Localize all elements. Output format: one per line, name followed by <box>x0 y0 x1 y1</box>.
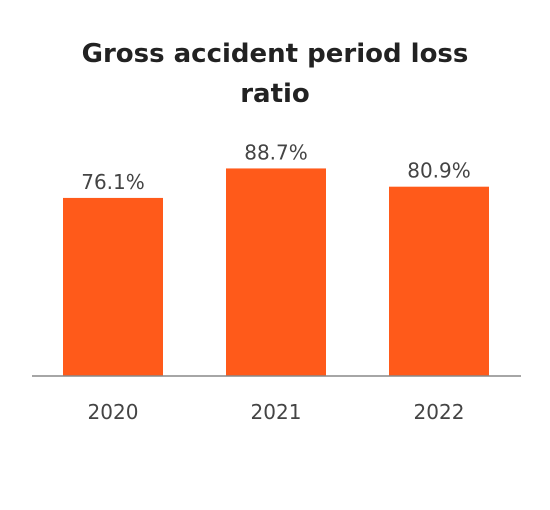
x-tick-label-2020: 2020 <box>88 400 139 424</box>
bar-2021 <box>226 168 326 376</box>
bar-value-label-2022: 80.9% <box>407 159 471 183</box>
bar-2020 <box>63 197 163 376</box>
chart-title-line-2: ratio <box>240 79 310 109</box>
bar-value-label-2021: 88.7% <box>244 140 308 164</box>
bar-value-label-2020: 76.1% <box>81 170 145 194</box>
x-tick-label-2022: 2022 <box>414 400 465 424</box>
chart-title: Gross accident period loss ratio <box>0 34 550 114</box>
bar-2022 <box>389 186 489 376</box>
bars-group <box>63 168 489 376</box>
chart-title-line-1: Gross accident period loss <box>81 39 469 69</box>
value-labels-group: 76.1% 88.7% 80.9% <box>81 140 471 193</box>
x-tick-label-2021: 2021 <box>251 400 302 424</box>
x-tick-labels-group: 2020 2021 2022 <box>88 400 465 424</box>
